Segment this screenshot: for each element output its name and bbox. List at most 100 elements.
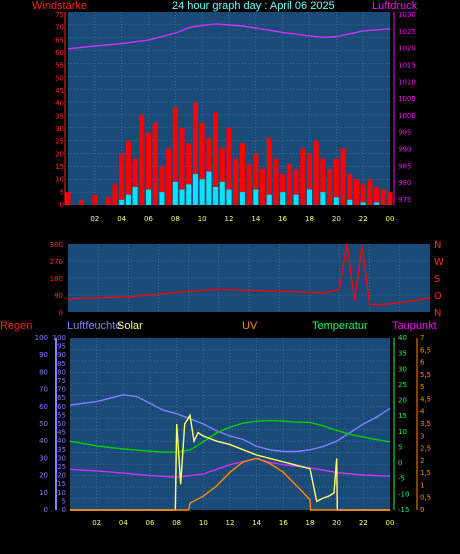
- wind-tick-label: 55: [55, 62, 64, 70]
- wind-gust-bar: [293, 168, 299, 205]
- chart-title: 24 hour graph day : April 06 2025: [172, 0, 335, 12]
- wind-gust-bar: [125, 140, 131, 205]
- time-tick-label: 14: [251, 215, 260, 223]
- time-tick-label: 12: [225, 215, 234, 223]
- wind-gust-bar: [199, 122, 205, 205]
- time-tick-label: 16: [279, 519, 288, 527]
- wind-gust-bar: [172, 107, 178, 205]
- wind-gust-bar: [192, 102, 198, 205]
- temp-tick-label: 0: [398, 459, 402, 467]
- direction-tick-label: 360: [50, 241, 63, 249]
- humidity-tick-label: 0: [44, 506, 48, 514]
- humidity-tick-label: 30: [39, 454, 48, 462]
- humidity-tick-label: 50: [39, 420, 48, 428]
- wind-gust-bar: [213, 112, 219, 205]
- wind-gust-bar: [233, 158, 239, 205]
- uv-tick-label: 4,5: [420, 395, 431, 403]
- wind-mean-bar: [213, 186, 219, 205]
- pressure-tick-label: 1000: [398, 112, 416, 120]
- wind-gust-bar: [367, 179, 373, 205]
- wind-tick-label: 50: [55, 74, 64, 82]
- luftfeuchte-label: Luftfeuchte: [67, 320, 122, 332]
- pressure-tick-label: 995: [398, 129, 411, 137]
- wind-tick-label: 65: [55, 36, 64, 44]
- pressure-tick-label: 975: [398, 196, 411, 204]
- regen-tick-label: 20: [57, 472, 66, 480]
- series-line-temperatur: [69, 419, 391, 453]
- time-tick-label: 02: [90, 215, 99, 223]
- uv-tick-label: 0,5: [420, 494, 431, 502]
- wind-gust-bar: [340, 148, 346, 205]
- time-tick-label: 08: [171, 215, 180, 223]
- pressure-tick-label: 1010: [398, 78, 416, 86]
- time-tick-label: 00: [386, 215, 395, 223]
- temp-tick-label: 10: [398, 428, 407, 436]
- wind-gust-bar: [286, 163, 292, 205]
- uv-tick-label: 4: [420, 408, 425, 416]
- regen-tick-label: 55: [57, 411, 66, 419]
- wind-gust-bar: [105, 197, 111, 205]
- top-left-axis-label: Windstärke: [32, 0, 88, 12]
- regen-tick-label: 0: [62, 506, 66, 514]
- compass-label: O: [434, 291, 442, 302]
- temp-tick-label: 25: [398, 381, 407, 389]
- wind-gust-bar: [219, 148, 225, 205]
- temp-tick-label: -10: [398, 490, 409, 498]
- time-tick-label: 16: [278, 215, 287, 223]
- wind-gust-bar: [333, 158, 339, 205]
- time-tick-label: 12: [226, 519, 235, 527]
- uv-tick-label: 3: [420, 432, 424, 440]
- time-tick-label: 06: [146, 519, 155, 527]
- wind-tick-label: 40: [55, 100, 64, 108]
- wind-mean-bar: [360, 202, 366, 205]
- time-tick-label: 02: [92, 519, 101, 527]
- uv-tick-label: 1,5: [420, 469, 431, 477]
- regen-tick-label: 70: [57, 386, 66, 394]
- taupunkt-label: Taupunkt: [392, 320, 437, 332]
- wind-tick-label: 75: [55, 11, 64, 19]
- wind-gust-bar: [307, 153, 312, 205]
- wind-mean-bar: [320, 192, 326, 205]
- uv-tick-label: 5: [420, 383, 424, 391]
- wind-direction-line: [67, 243, 431, 306]
- time-tick-label: 10: [199, 519, 208, 527]
- regen-tick-label: 90: [57, 351, 66, 359]
- wind-gust-bar: [166, 148, 172, 205]
- direction-tick-label: 270: [50, 258, 63, 266]
- regen-tick-label: 50: [57, 420, 66, 428]
- wind-gust-bar: [92, 194, 98, 205]
- wind-gust-bar: [300, 148, 306, 205]
- pressure-tick-label: 985: [398, 162, 411, 170]
- uv-tick-label: 2,5: [420, 445, 431, 453]
- wind-mean-bar: [307, 189, 312, 205]
- wind-mean-bar: [146, 189, 151, 205]
- wind-pressure-panel: 7570656055504540353025201510501030102510…: [55, 11, 416, 223]
- humidity-tick-label: 60: [39, 403, 48, 411]
- pressure-tick-label: 990: [398, 146, 411, 154]
- wind-tick-label: 70: [55, 24, 64, 32]
- time-tick-label: 20: [332, 215, 341, 223]
- wind-mean-bar: [293, 194, 299, 205]
- time-tick-label: 06: [144, 215, 153, 223]
- wind-gust-bar: [159, 166, 165, 205]
- uv-label: UV: [242, 320, 258, 332]
- uv-tick-label: 2: [420, 457, 424, 465]
- time-tick-label: 18: [305, 215, 314, 223]
- regen-tick-label: 75: [57, 377, 66, 385]
- humidity-tick-label: 20: [39, 472, 48, 480]
- wind-mean-bar: [199, 179, 205, 205]
- wind-gust-bar: [253, 153, 259, 205]
- wind-gust-bar: [226, 127, 232, 205]
- wind-mean-bar: [347, 199, 353, 205]
- compass-label: S: [434, 274, 440, 285]
- top-right-axis-label: Luftdruck: [372, 0, 418, 12]
- wind-gust-bar: [327, 168, 333, 205]
- wind-gust-bar: [266, 138, 272, 205]
- wind-gust-bar: [179, 127, 185, 205]
- pressure-tick-label: 980: [398, 179, 411, 187]
- compass-label: W: [434, 257, 444, 268]
- wind-gust-bar: [353, 179, 359, 205]
- time-tick-label: 00: [386, 519, 395, 527]
- wind-tick-label: 0: [60, 201, 64, 209]
- wind-mean-bar: [186, 184, 192, 205]
